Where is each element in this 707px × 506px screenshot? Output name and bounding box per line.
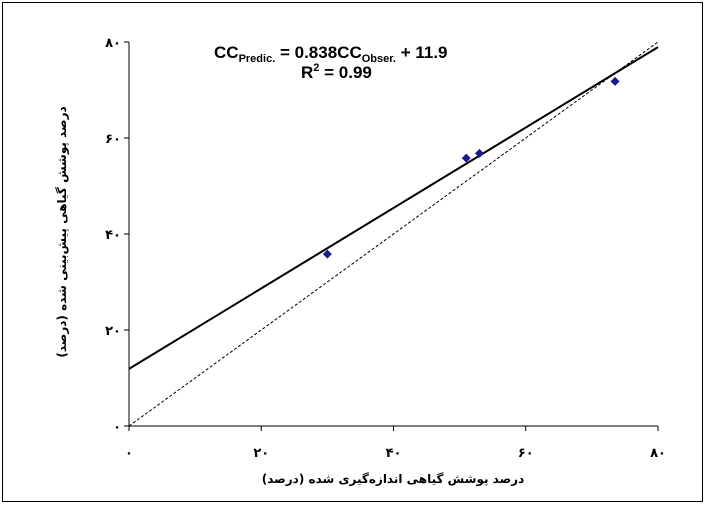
r2-label: R [301, 63, 313, 82]
data-point [461, 153, 471, 163]
regression-equation: CCPredic. = 0.838CCObser. + 11.9 [214, 43, 448, 65]
x-axis-title: درصد پوشش گیاهی اندازه‌گیری شده (درصد) [262, 472, 525, 487]
data-point [474, 148, 484, 158]
x-tick-label: ۸۰ [650, 446, 666, 461]
regression-line [128, 46, 659, 370]
equation-middle: = 0.838CC [275, 43, 361, 62]
data-points [322, 76, 620, 259]
x-tick-label: ۰ [125, 446, 133, 461]
r2-value: = 0.99 [319, 63, 371, 82]
y-axis-title: درصد پوشش گیاهی پیش‌بینی شده (درصد) [55, 106, 70, 357]
data-point [610, 76, 620, 86]
y-tick-label: ۴۰ [105, 228, 121, 243]
equation-lhs: CC [214, 43, 239, 62]
y-tick-label: ۸۰ [105, 36, 121, 51]
axis-ticks: ۰ ۲۰ ۴۰ ۶۰ ۸۰ ۰ ۲۰ ۴۰ ۶۰ ۸۰ [105, 36, 666, 461]
r2-superscript: 2 [313, 62, 319, 74]
plot-area: ۰ ۲۰ ۴۰ ۶۰ ۸۰ ۰ ۲۰ ۴۰ ۶۰ ۸۰ [105, 36, 666, 461]
y-tick-label: ۰ [113, 420, 121, 435]
y-tick-label: ۲۰ [105, 324, 121, 339]
equation-lhs-subscript: Predic. [239, 53, 276, 65]
r-squared: R2 = 0.99 [301, 62, 372, 82]
reference-line-1-1 [128, 41, 659, 427]
chart-frame [2, 2, 703, 502]
equation-rhs-subscript: Obser. [362, 53, 396, 65]
data-point [322, 249, 332, 259]
y-tick-label: ۶۰ [105, 132, 121, 147]
x-tick-label: ۴۰ [386, 446, 402, 461]
x-tick-label: ۲۰ [253, 446, 269, 461]
x-tick-label: ۶۰ [518, 446, 534, 461]
equation-tail: + 11.9 [396, 43, 448, 62]
